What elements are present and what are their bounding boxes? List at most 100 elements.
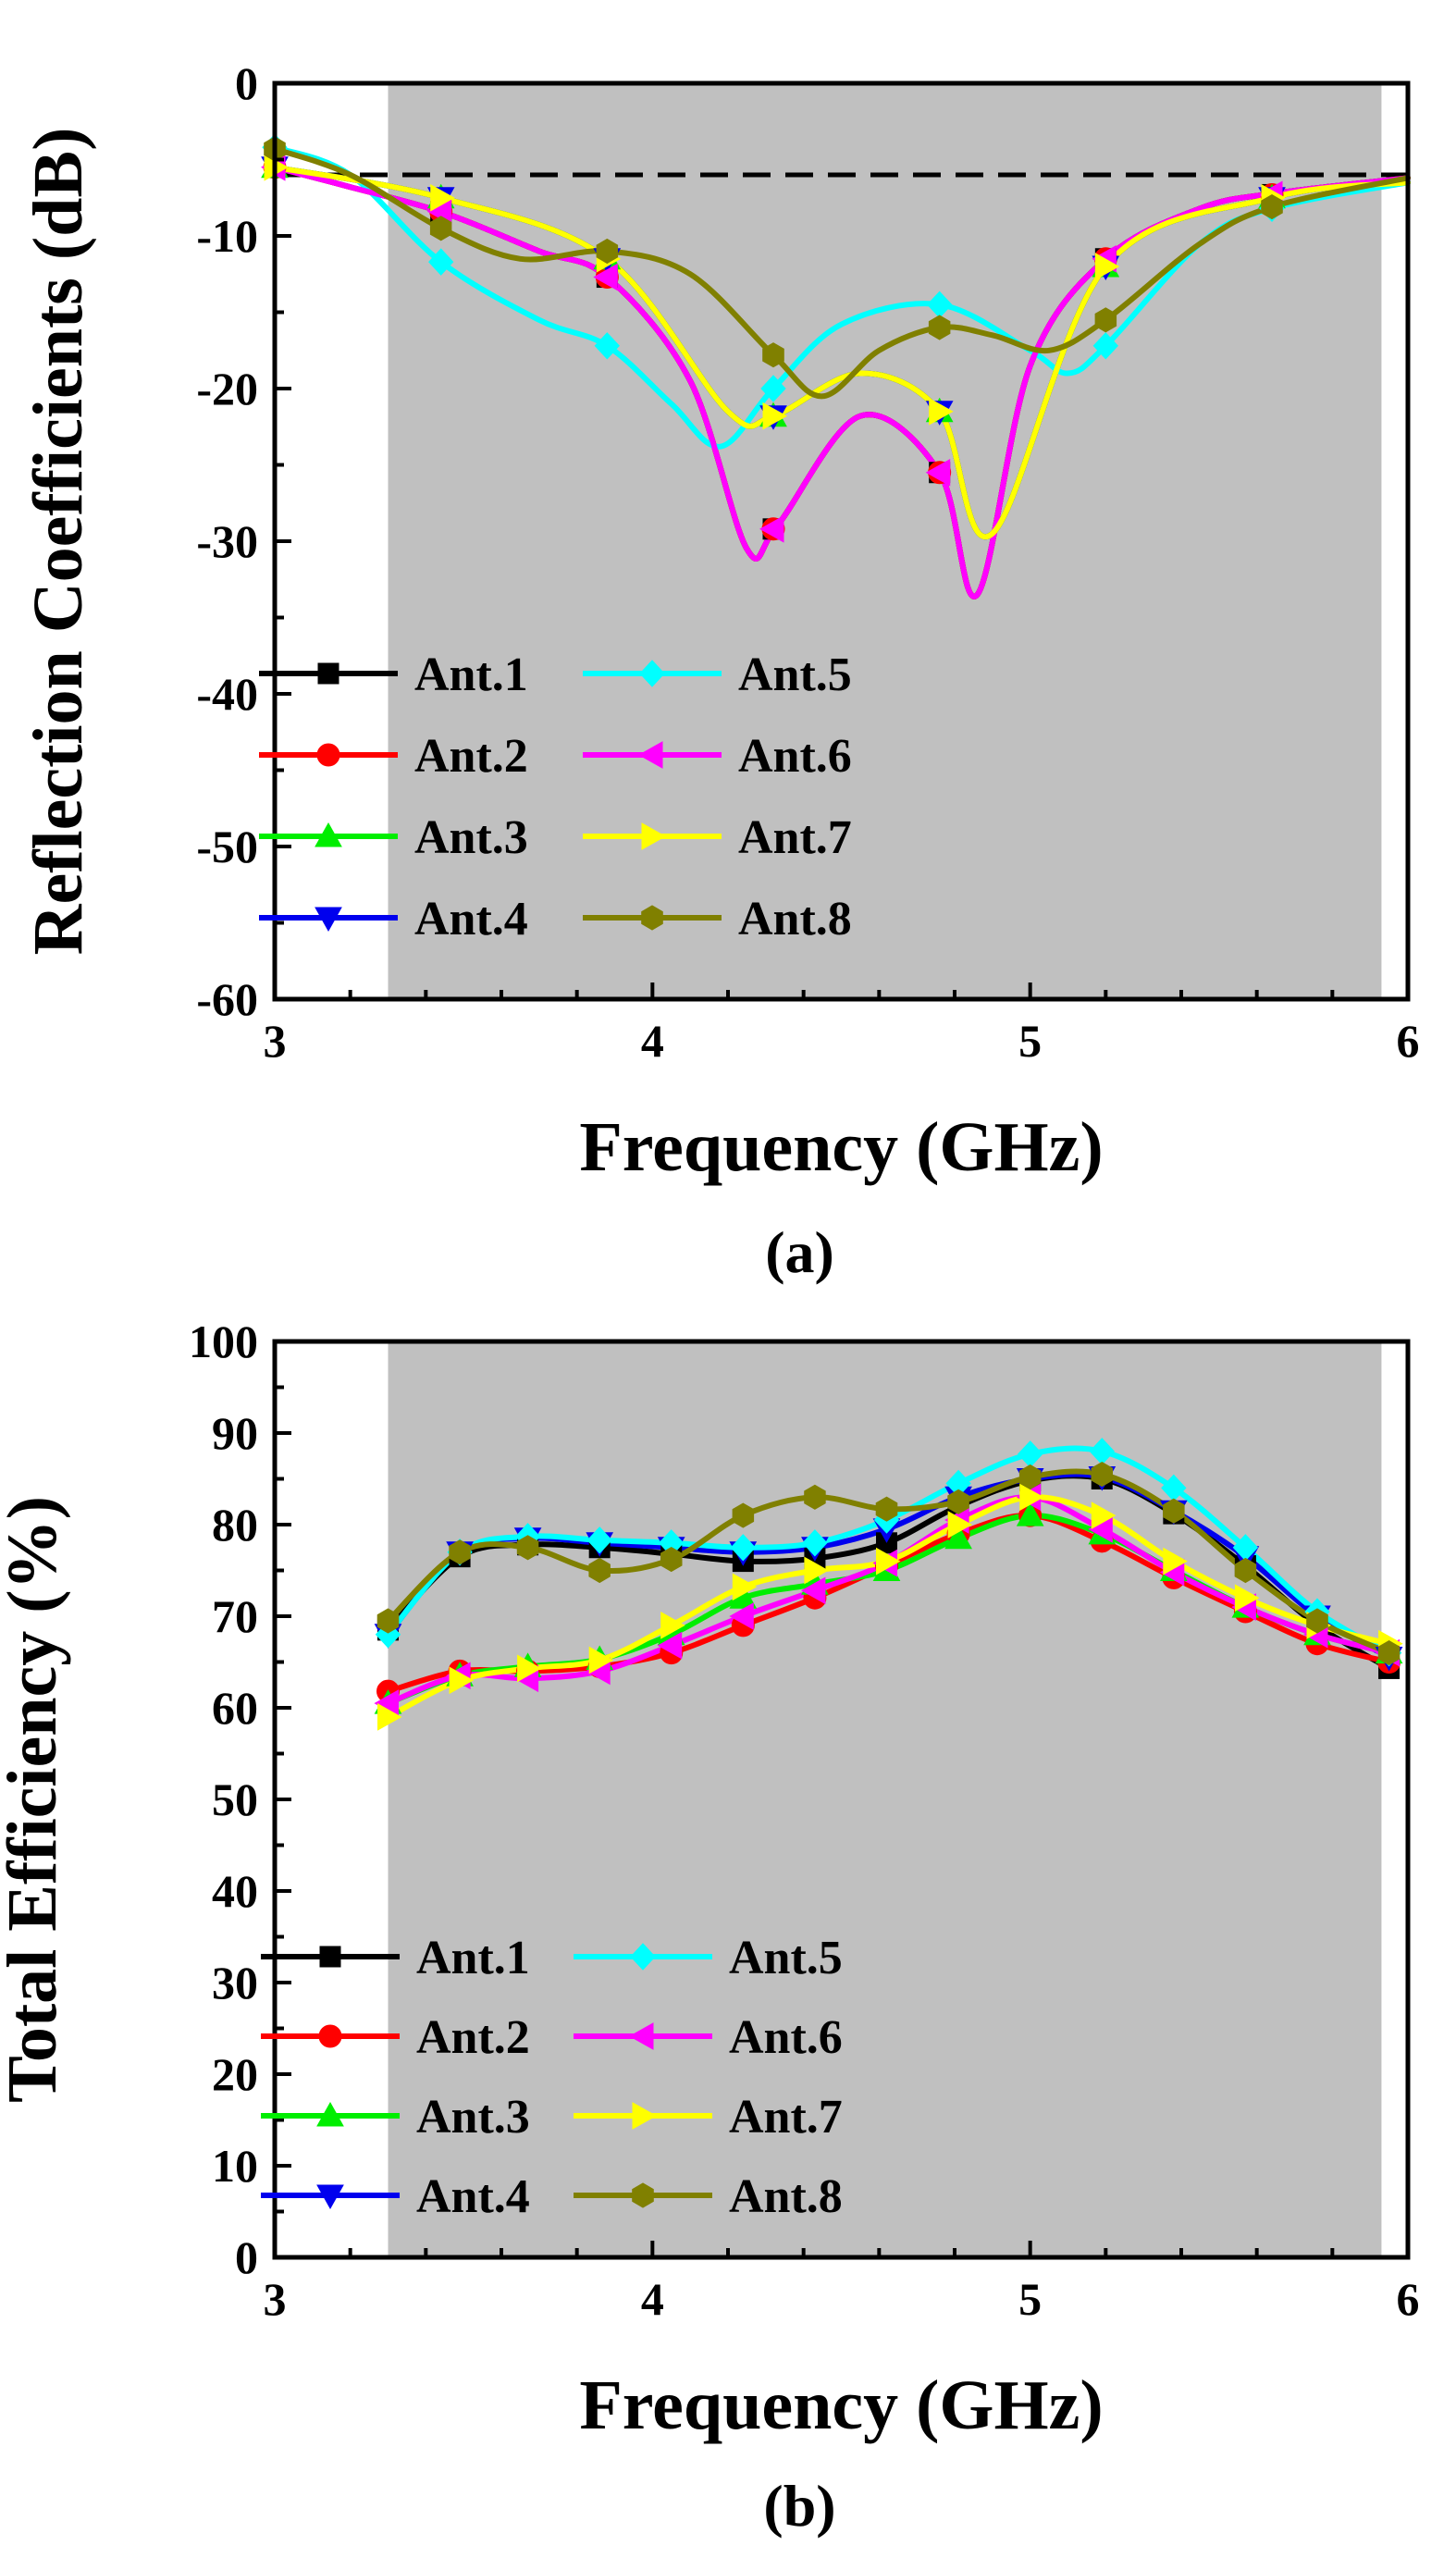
legend-item-ant6: Ant.6 [574, 2011, 843, 2064]
panel-b-data-point [660, 1612, 685, 1639]
legend-label: Ant.7 [738, 811, 852, 864]
panel-b-data-point [377, 1703, 402, 1731]
legend-label: Ant.4 [414, 893, 528, 945]
legend-marker [641, 905, 663, 931]
legend-marker [317, 662, 339, 685]
legend-item-ant4: Ant.4 [259, 893, 528, 945]
panel-a-data-point [1092, 332, 1118, 360]
panel-a-x-axis-title: Frequency (GHz) [579, 1108, 1103, 1186]
panel-a-reflection-chart: 3 4 5 6 0 -10 -20 -30 -40 -50 -60 Frequency (GHz) Re… [19, 57, 1420, 1285]
panel-b-data-point [657, 1631, 683, 1660]
legend-marker [315, 907, 342, 933]
panel-b-y-axis-title: Total Efficiency (%) [0, 1496, 71, 2103]
legend-marker [639, 660, 665, 687]
panel-b-data-point [1377, 1640, 1400, 1666]
panel-b-data-point [732, 1573, 758, 1601]
legend-marker [637, 741, 663, 769]
panel-b-y-tick-label: 0 [235, 2231, 258, 2283]
legend-item-ant1: Ant.1 [259, 649, 528, 701]
panel-a-x-tick-label: 4 [641, 1015, 664, 1067]
panel-b-data-point [876, 1547, 901, 1576]
panel-b-data-point [802, 1529, 828, 1557]
panel-a-y-tick-label: -60 [196, 973, 258, 1025]
panel-a-y-tick-label: -30 [196, 515, 258, 567]
legend-marker [319, 1946, 341, 1968]
legend-label: Ant.6 [738, 730, 852, 783]
panel-b-y-tick-label: 60 [212, 1682, 258, 1734]
panel-a-data-point [1094, 307, 1117, 333]
panel-a-data-point [925, 458, 951, 487]
panel-a-data-point [928, 315, 951, 340]
panel-b-y-tick-label: 10 [212, 2140, 258, 2192]
panel-b-y-tick-label: 40 [212, 1865, 258, 1917]
legend-label: Ant.4 [416, 2170, 530, 2223]
legend-label: Ant.1 [414, 649, 528, 701]
legend-item-ant2: Ant.2 [261, 2011, 530, 2064]
panel-b-data-point [804, 1484, 826, 1510]
legend-label: Ant.2 [416, 2011, 530, 2064]
legend-label: Ant.3 [414, 811, 528, 864]
legend-marker [316, 743, 340, 767]
panel-b-data-point [1091, 1462, 1113, 1488]
panel-a-data-point [1094, 253, 1120, 280]
panel-a-data-point [762, 342, 784, 368]
panel-a-data-point [929, 397, 954, 426]
panel-a-data-point [762, 402, 788, 430]
panel-a-data-point [594, 332, 620, 360]
panel-b-x-tick-label: 3 [264, 2273, 287, 2325]
panel-b-caption: (b) [763, 2473, 835, 2539]
panel-b-x-tick-label: 4 [641, 2273, 664, 2325]
legend-label: Ant.2 [414, 730, 528, 783]
panel-a-markers-ant8 [264, 136, 1283, 368]
panel-b-data-point [730, 1534, 756, 1562]
panel-b-markers-ant7 [377, 1483, 1403, 1731]
panel-b-data-point [588, 1646, 614, 1674]
panel-a-y-tick-label: -10 [196, 210, 258, 262]
panel-a-series-line-ant5 [272, 144, 1411, 450]
legend-marker [632, 2182, 654, 2208]
panel-a-data-point [1261, 194, 1283, 220]
legend-label: Ant.6 [729, 2011, 843, 2064]
legend-label: Ant.3 [416, 2091, 530, 2144]
panel-b-data-point [729, 1602, 754, 1630]
legend-item-ant7: Ant.7 [574, 2091, 843, 2144]
panel-a-data-point [428, 248, 454, 276]
panel-b-y-tick-label: 100 [189, 1316, 258, 1367]
panel-b-data-point [1091, 1501, 1117, 1529]
panel-b-data-point [586, 1526, 612, 1554]
panel-b-data-point [588, 1557, 611, 1584]
panel-b-data-point [1306, 1608, 1328, 1634]
legend-label: Ant.7 [729, 2091, 843, 2144]
panel-a-legend: Ant.1 Ant.2 Ant.3 Ant.4 Ant.5 Ant.6 Ant.7 Ant.8 [259, 649, 852, 945]
legend-item-ant4: Ant.4 [261, 2170, 530, 2223]
panel-b-y-tick-label: 70 [212, 1590, 258, 1642]
legend-label: Ant.5 [729, 1932, 843, 1984]
panel-a-data-point [759, 514, 784, 543]
panel-b-y-tick-label: 20 [212, 2048, 258, 2100]
legend-label: Ant.8 [729, 2170, 843, 2223]
panel-a-data-point [596, 238, 619, 265]
panel-b-legend: Ant.1 Ant.2 Ant.3 Ant.4 Ant.5 Ant.6 Ant.7 Ant.8 [261, 1932, 843, 2223]
panel-b-data-point [800, 1576, 826, 1605]
legend-item-ant5: Ant.5 [583, 649, 852, 701]
legend-marker [316, 2184, 344, 2210]
panel-a-data-point [429, 216, 452, 241]
legend-label: Ant.5 [738, 649, 852, 701]
panel-b-data-point [517, 1654, 542, 1683]
panel-a-y-tick-label: -50 [196, 821, 258, 872]
legend-item-ant3: Ant.3 [259, 811, 528, 864]
panel-b-x-tick-label: 5 [1018, 2273, 1042, 2325]
panel-b-data-point [449, 1666, 475, 1695]
panel-b-markers-ant8 [376, 1462, 1400, 1666]
panel-a-data-point [760, 375, 786, 402]
legend-item-ant5: Ant.5 [574, 1932, 843, 1984]
legend-item-ant6: Ant.6 [583, 730, 852, 783]
panel-b-data-point [1163, 1498, 1185, 1524]
legend-marker [641, 822, 667, 850]
panel-b-data-point [947, 1511, 973, 1539]
panel-a-x-tick-label: 3 [264, 1015, 287, 1067]
panel-a-x-tick-label: 6 [1397, 1015, 1420, 1067]
panel-a-y-tick-label: 0 [235, 57, 258, 109]
